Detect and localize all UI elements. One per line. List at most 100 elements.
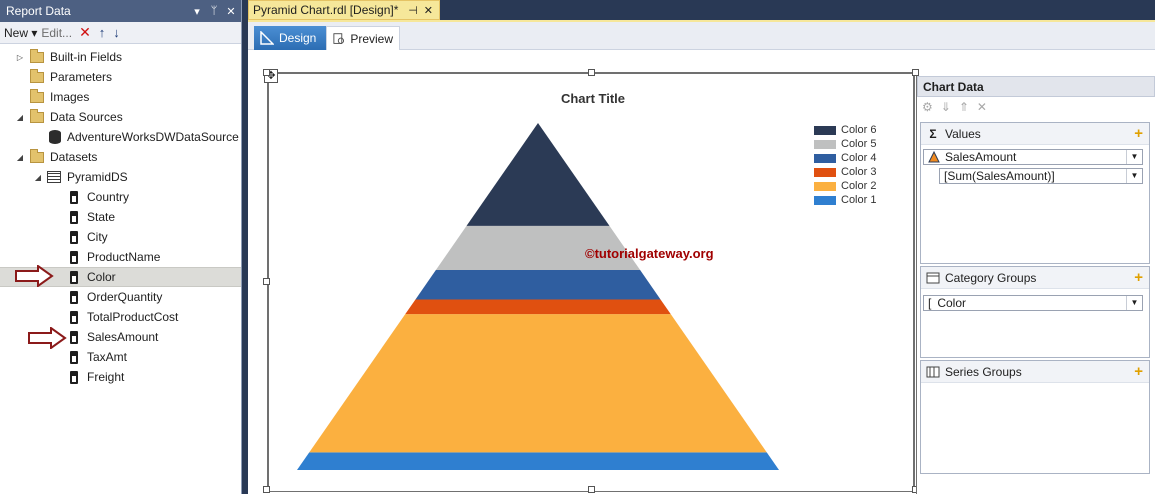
tree-item-parameters[interactable]: Parameters <box>0 67 241 87</box>
legend-label: Color 3 <box>841 166 877 178</box>
pyramid-segment[interactable] <box>435 225 641 271</box>
category-group-prefix: [ <box>928 296 932 310</box>
add-series-icon[interactable]: + <box>1134 363 1143 380</box>
report-designer: Design Preview Chart Title ©tutorialgate… <box>248 20 1155 494</box>
expression-dropdown[interactable]: [Sum(SalesAmount)] ▼ <box>939 168 1143 184</box>
report-data-title: Report Data <box>6 4 71 18</box>
tree-item-datasource[interactable]: AdventureWorksDWDataSource <box>0 127 241 147</box>
folder-icon <box>30 48 44 63</box>
tree-item-field[interactable]: Color <box>0 267 241 287</box>
tree-item-data-sources[interactable]: ◢ Data Sources <box>0 107 241 127</box>
chevron-down-icon[interactable]: ▼ <box>1126 169 1142 183</box>
values-header: Σ Values + <box>921 123 1149 145</box>
table-icon <box>47 171 61 183</box>
chart-data-panel: Chart Data ⚙ ⇓ ⇑ ✕ Σ Values + SalesAmoun… <box>916 76 1155 494</box>
move-up-icon[interactable]: ⇑ <box>958 100 969 114</box>
resize-handle[interactable] <box>263 486 270 493</box>
tree-label: Parameters <box>50 70 113 84</box>
expand-icon[interactable]: ▷ <box>16 52 24 62</box>
tree-item-field[interactable]: State <box>0 207 241 227</box>
field-icon <box>70 370 78 384</box>
tree-label: OrderQuantity <box>87 290 163 304</box>
add-category-icon[interactable]: + <box>1134 269 1143 286</box>
tree-item-field[interactable]: SalesAmount <box>0 327 241 347</box>
series-field-dropdown[interactable]: SalesAmount ▼ <box>923 149 1143 165</box>
legend-label: Color 1 <box>841 194 877 206</box>
resize-handle[interactable] <box>263 69 270 76</box>
design-canvas[interactable]: Chart Title ©tutorialgateway.org Color 6… <box>248 51 1155 494</box>
properties-icon[interactable]: ⚙ <box>922 100 933 114</box>
chart-region[interactable]: Chart Title ©tutorialgateway.org Color 6… <box>267 72 915 492</box>
expression-value: [Sum(SalesAmount)] <box>944 169 1055 183</box>
report-data-titlebar: Report Data ▾ ᛘ ✕ <box>0 0 241 22</box>
tree-item-field[interactable]: OrderQuantity <box>0 287 241 307</box>
series-field-value: SalesAmount <box>945 150 1017 164</box>
collapse-icon[interactable]: ◢ <box>34 172 42 182</box>
tree-item-field[interactable]: ProductName <box>0 247 241 267</box>
series-groups-section: Series Groups + <box>920 360 1150 474</box>
resize-handle[interactable] <box>588 69 595 76</box>
new-button[interactable]: New ▾ <box>4 25 38 40</box>
resize-handle[interactable] <box>588 486 595 493</box>
pyramid-segment[interactable] <box>405 299 671 315</box>
tree-label: TaxAmt <box>87 350 128 364</box>
tree-item-datasets[interactable]: ◢ Datasets <box>0 147 241 167</box>
tree-item-field[interactable]: City <box>0 227 241 247</box>
series-groups-label: Series Groups <box>945 364 1022 379</box>
pyramid-chart-icon <box>928 151 940 163</box>
pyramid-segment[interactable] <box>309 314 767 453</box>
arrow-marker-icon <box>28 327 67 349</box>
legend-item: Color 5 <box>814 138 876 150</box>
move-up-icon[interactable]: ↑ <box>98 25 106 40</box>
resize-handle[interactable] <box>263 278 270 285</box>
field-icon <box>70 250 78 264</box>
folder-icon <box>30 68 44 83</box>
tab-design[interactable]: Design <box>254 26 326 50</box>
delete-icon[interactable]: ✕ <box>976 100 987 114</box>
collapse-icon[interactable]: ◢ <box>16 112 24 122</box>
edit-button[interactable]: Edit... <box>41 25 73 40</box>
pyramid-segment[interactable] <box>466 123 610 226</box>
document-tab[interactable]: Pyramid Chart.rdl [Design]* ⊣ ✕ <box>248 0 440 20</box>
category-group-dropdown[interactable]: [ Color ▼ <box>923 295 1143 311</box>
chevron-down-icon[interactable]: ▼ <box>1126 296 1142 310</box>
field-icon <box>70 350 78 364</box>
sigma-icon: Σ <box>929 126 937 141</box>
add-value-icon[interactable]: + <box>1134 125 1143 142</box>
move-down-icon[interactable]: ⇓ <box>940 100 951 114</box>
tree-label: Data Sources <box>50 110 123 124</box>
close-tab-icon[interactable]: ✕ <box>423 4 433 17</box>
folder-icon <box>30 108 44 123</box>
chart-data-toolbar: ⚙ ⇓ ⇑ ✕ <box>917 97 1155 117</box>
database-icon <box>49 130 61 144</box>
tab-preview[interactable]: Preview <box>326 26 400 50</box>
tree-item-builtin-fields[interactable]: ▷ Built-in Fields <box>0 47 241 67</box>
delete-icon[interactable]: ✕ <box>79 24 91 40</box>
view-tabs: Design Preview <box>248 22 1155 50</box>
tree-item-images[interactable]: Images <box>0 87 241 107</box>
chart-title[interactable]: Chart Title <box>560 91 626 106</box>
tree-item-field[interactable]: Freight <box>0 367 241 387</box>
chevron-down-icon[interactable]: ▼ <box>1126 150 1142 164</box>
pyramid-segment[interactable] <box>297 452 779 470</box>
legend-item: Color 4 <box>814 152 876 164</box>
legend-item: Color 1 <box>814 194 876 206</box>
window-position-icon[interactable]: ▾ <box>194 5 200 18</box>
tab-label: Design <box>279 31 317 45</box>
close-icon[interactable]: ✕ <box>226 5 236 18</box>
tree-item-dataset[interactable]: ◢ PyramidDS <box>0 167 241 187</box>
tree-label: AdventureWorksDWDataSource <box>67 130 239 144</box>
collapse-icon[interactable]: ◢ <box>16 152 24 162</box>
watermark: ©tutorialgateway.org <box>585 246 714 261</box>
design-icon <box>260 31 274 45</box>
tree-item-field[interactable]: TaxAmt <box>0 347 241 367</box>
tree-label: Datasets <box>50 150 98 164</box>
pin-icon[interactable]: ⊣ <box>408 4 418 17</box>
resize-handle[interactable] <box>912 69 919 76</box>
tree-item-field[interactable]: Country <box>0 187 241 207</box>
pyramid-segment[interactable] <box>415 270 661 300</box>
move-down-icon[interactable]: ↓ <box>113 25 120 40</box>
tree-item-field[interactable]: TotalProductCost <box>0 307 241 327</box>
pin-icon[interactable]: ᛘ <box>210 5 218 17</box>
tree-label: Images <box>50 90 90 104</box>
